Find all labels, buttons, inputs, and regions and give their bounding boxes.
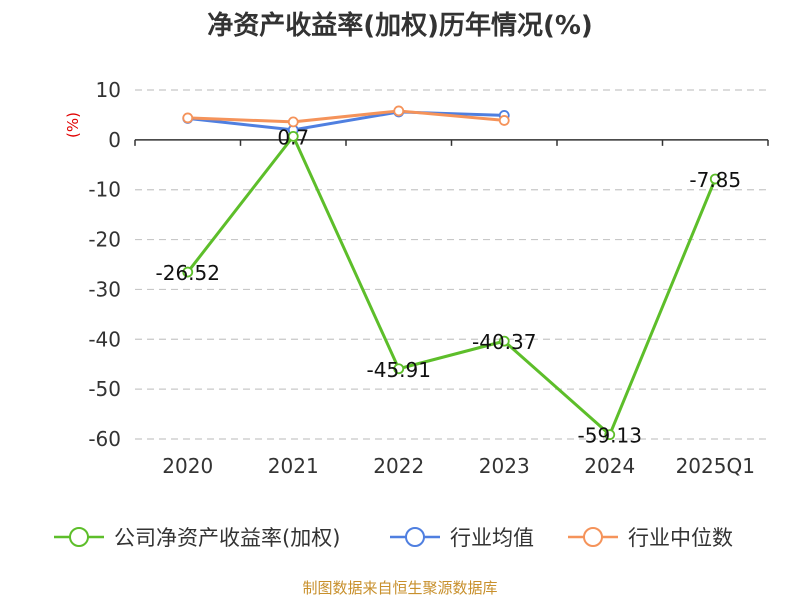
data-point — [393, 363, 405, 375]
data-point — [287, 116, 299, 128]
data-point — [709, 173, 721, 185]
legend-label: 行业中位数 — [628, 526, 733, 550]
source-note: 制图数据来自恒生聚源数据库 — [302, 579, 497, 597]
data-point — [498, 115, 510, 126]
chart-title: 净资产收益率(加权)历年情况(%) — [207, 10, 593, 41]
data-label: -45.91 — [367, 358, 431, 382]
data-point — [287, 130, 299, 142]
x-tick-label: 2025Q1 — [676, 454, 755, 478]
legend-swatch-marker — [69, 527, 89, 547]
y-axis-label: (%) — [64, 112, 82, 138]
series-line — [186, 134, 717, 437]
y-tick-label: -10 — [88, 178, 121, 202]
data-point — [182, 112, 194, 124]
x-tick-label: 2020 — [162, 454, 213, 478]
y-tick-label: -20 — [88, 228, 121, 252]
y-tick-label: -30 — [88, 277, 121, 301]
x-tick-labels: 2020 2021 2022 2023 2024 2025Q1 — [162, 454, 755, 478]
legend-label: 行业均值 — [450, 526, 534, 550]
series-line — [187, 110, 505, 132]
y-tick-label: 0 — [108, 128, 121, 152]
x-tick-label: 2023 — [479, 454, 530, 478]
data-point — [182, 266, 194, 278]
legend-swatch-marker — [583, 527, 603, 547]
data-label: -7.85 — [689, 168, 741, 192]
series-points — [182, 105, 721, 441]
legend: 公司净资产收益率(加权) 行业均值 行业中位数 — [54, 526, 733, 550]
y-tick-labels: 10 0 -10 -20 -30 -40 -50 -60 — [88, 78, 121, 451]
data-label: -26.52 — [156, 261, 220, 285]
axes — [134, 139, 769, 146]
y-tick-label: -50 — [88, 377, 121, 401]
y-tick-label: -60 — [88, 427, 121, 451]
series-line — [187, 109, 505, 124]
legend-swatch-marker — [405, 527, 425, 547]
x-tick-label: 2021 — [268, 454, 319, 478]
x-tick-label: 2022 — [373, 454, 424, 478]
data-point — [498, 335, 510, 347]
data-labels: -26.52 0.7 -45.91 -40.37 -59.13 -7.85 — [156, 125, 742, 447]
x-tick-label: 2024 — [584, 454, 635, 478]
data-label: -59.13 — [578, 424, 642, 448]
data-label: -40.37 — [472, 330, 536, 354]
y-tick-label: -40 — [88, 327, 121, 351]
data-point — [604, 429, 616, 441]
series-lines — [186, 109, 717, 437]
data-label: 0.7 — [277, 125, 309, 149]
data-point — [393, 105, 405, 117]
y-tick-label: 10 — [96, 78, 121, 102]
legend-label: 公司净资产收益率(加权) — [114, 526, 340, 550]
gridlines — [135, 89, 768, 440]
